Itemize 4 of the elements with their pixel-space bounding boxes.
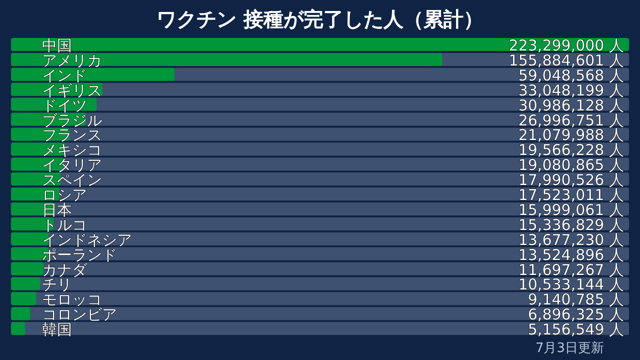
y-tick-label: 韓国 — [42, 320, 72, 339]
data-label: 223,299,000 人 — [508, 36, 624, 54]
text: 7月3日更新 — [535, 341, 604, 356]
chart-title: ワクチン 接種が完了した人（累計） — [156, 7, 484, 31]
